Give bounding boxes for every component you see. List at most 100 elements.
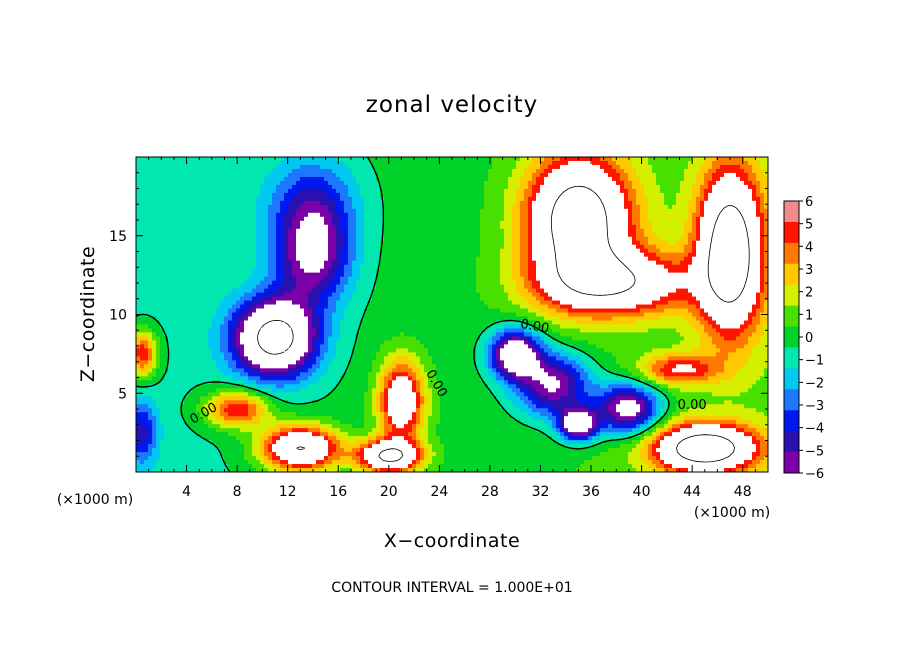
heatmap-cell [164,192,169,198]
heatmap-cell [292,244,297,250]
heatmap-cell [328,160,333,166]
heatmap-cell [372,188,377,194]
heatmap-cell [536,244,541,250]
heatmap-cell [328,244,333,250]
heatmap-cell [660,228,665,234]
heatmap-cell [612,276,617,282]
heatmap-cell [756,157,761,162]
heatmap-cell [680,172,685,178]
heatmap-cell [704,172,709,178]
heatmap-cell [712,264,717,270]
heatmap-cell [740,184,745,190]
heatmap-cell [692,260,697,266]
heatmap-cell [360,276,365,282]
heatmap-cell [712,180,717,186]
heatmap-cell [452,164,457,170]
heatmap-cell [352,252,357,258]
heatmap-cell [608,264,613,270]
heatmap-cell [508,224,513,230]
heatmap-cell [292,180,297,186]
heatmap-cell [616,216,621,222]
heatmap-cell [672,260,677,266]
heatmap-cell [368,236,373,242]
heatmap-cell [276,244,281,250]
heatmap-cell [540,212,545,218]
heatmap-cell [228,184,233,190]
heatmap-cell [740,216,745,222]
heatmap-cell [144,180,149,186]
heatmap-cell [360,280,365,285]
heatmap-cell [340,276,345,282]
heatmap-cell [220,272,225,278]
heatmap-cell [716,204,721,210]
heatmap-cell [180,256,185,262]
heatmap-cell [648,196,653,202]
heatmap-cell [360,256,365,262]
heatmap-cell [356,168,361,174]
heatmap-cell [440,280,445,285]
heatmap-cell [608,272,613,278]
heatmap-cell [504,208,509,214]
heatmap-cell [604,224,609,230]
heatmap-cell [220,216,225,222]
heatmap-cell [420,160,425,166]
heatmap-cell [652,224,657,230]
heatmap-cell [504,188,509,194]
heatmap-cell [624,252,629,258]
heatmap-cell [296,264,301,270]
heatmap-cell [244,196,249,202]
heatmap-cell [228,272,233,278]
heatmap-cell [600,208,605,214]
heatmap-cell [600,164,605,170]
heatmap-cell [624,260,629,266]
heatmap-cell [384,280,389,285]
heatmap-cell [688,184,693,190]
heatmap-cell [284,252,289,258]
heatmap-cell [568,260,573,266]
heatmap-cell [632,168,637,174]
heatmap-cell [564,220,569,226]
heatmap-cell [248,184,253,190]
heatmap-cell [200,256,205,262]
heatmap-cell [764,260,769,266]
heatmap-cell [180,248,185,254]
heatmap-cell [136,172,141,178]
heatmap-cell [332,272,337,278]
heatmap-cell [144,160,149,166]
heatmap-cell [236,252,241,258]
heatmap-cell [736,157,741,162]
heatmap-cell [372,240,377,246]
heatmap-cell [692,248,697,254]
heatmap-cell [216,264,221,270]
heatmap-cell [500,276,505,282]
heatmap-cell [304,260,309,266]
heatmap-cell [300,220,305,226]
heatmap-cell [360,208,365,214]
heatmap-cell [600,260,605,266]
heatmap-cell [248,216,253,222]
heatmap-cell [524,204,529,210]
heatmap-cell [684,176,689,182]
heatmap-cell [296,252,301,258]
heatmap-cell [168,248,173,254]
heatmap-cell [348,176,353,182]
heatmap-cell [468,224,473,230]
heatmap-cell [504,264,509,270]
heatmap-cell [356,236,361,242]
heatmap-cell [436,188,441,194]
heatmap-cell [156,268,161,274]
heatmap-cell [280,220,285,226]
heatmap-cell [672,236,677,242]
heatmap-cell [660,208,665,214]
heatmap-cell [536,216,541,222]
heatmap-cell [272,184,277,190]
heatmap-cell [184,164,189,170]
heatmap-cell [288,196,293,202]
heatmap-cell [508,196,513,202]
heatmap-cell [596,204,601,210]
heatmap-cell [696,172,701,178]
heatmap-cell [648,204,653,210]
heatmap-cell [600,188,605,194]
heatmap-cell [408,172,413,178]
heatmap-cell [388,248,393,254]
